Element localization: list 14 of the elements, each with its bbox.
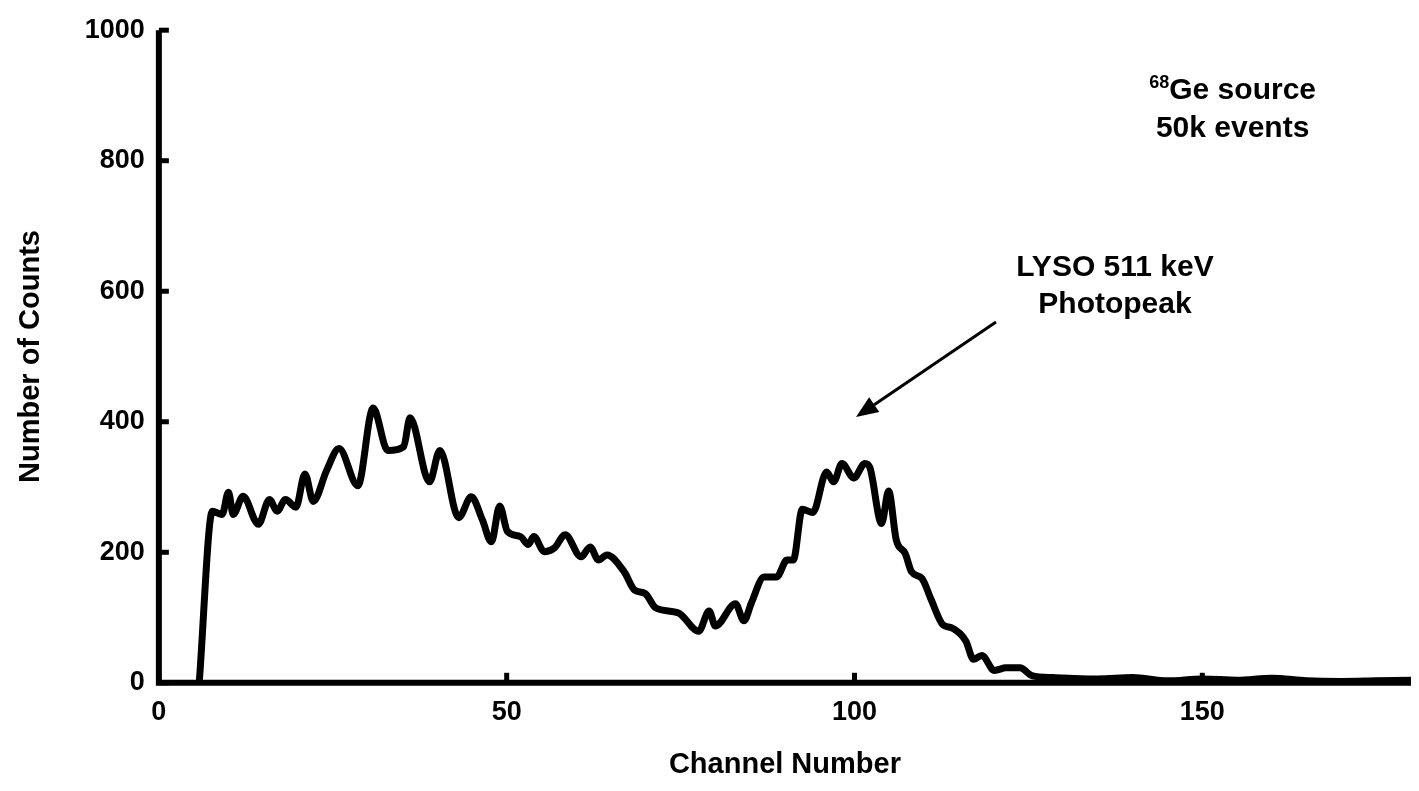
y-tick-label: 600 <box>99 274 145 305</box>
y-tick-label: 200 <box>99 535 145 566</box>
y-tick-label: 0 <box>129 666 145 697</box>
x-tick-label: 150 <box>1179 696 1225 727</box>
y-tick-label: 400 <box>99 405 145 436</box>
y-tick-label: 800 <box>99 144 145 175</box>
x-tick-label: 0 <box>151 696 167 727</box>
x-tick-label: 50 <box>491 696 522 727</box>
x-tick-label: 100 <box>831 696 878 727</box>
y-tick-label: 1000 <box>84 13 145 44</box>
annotation: $^{68}$Ge source 50k events <box>1149 71 1316 145</box>
x-axis-title: Channel Number <box>668 746 901 779</box>
y-axis-title: Number of Counts <box>13 230 46 483</box>
annotation: LYSO 511 keV Photopeak <box>1016 247 1214 322</box>
